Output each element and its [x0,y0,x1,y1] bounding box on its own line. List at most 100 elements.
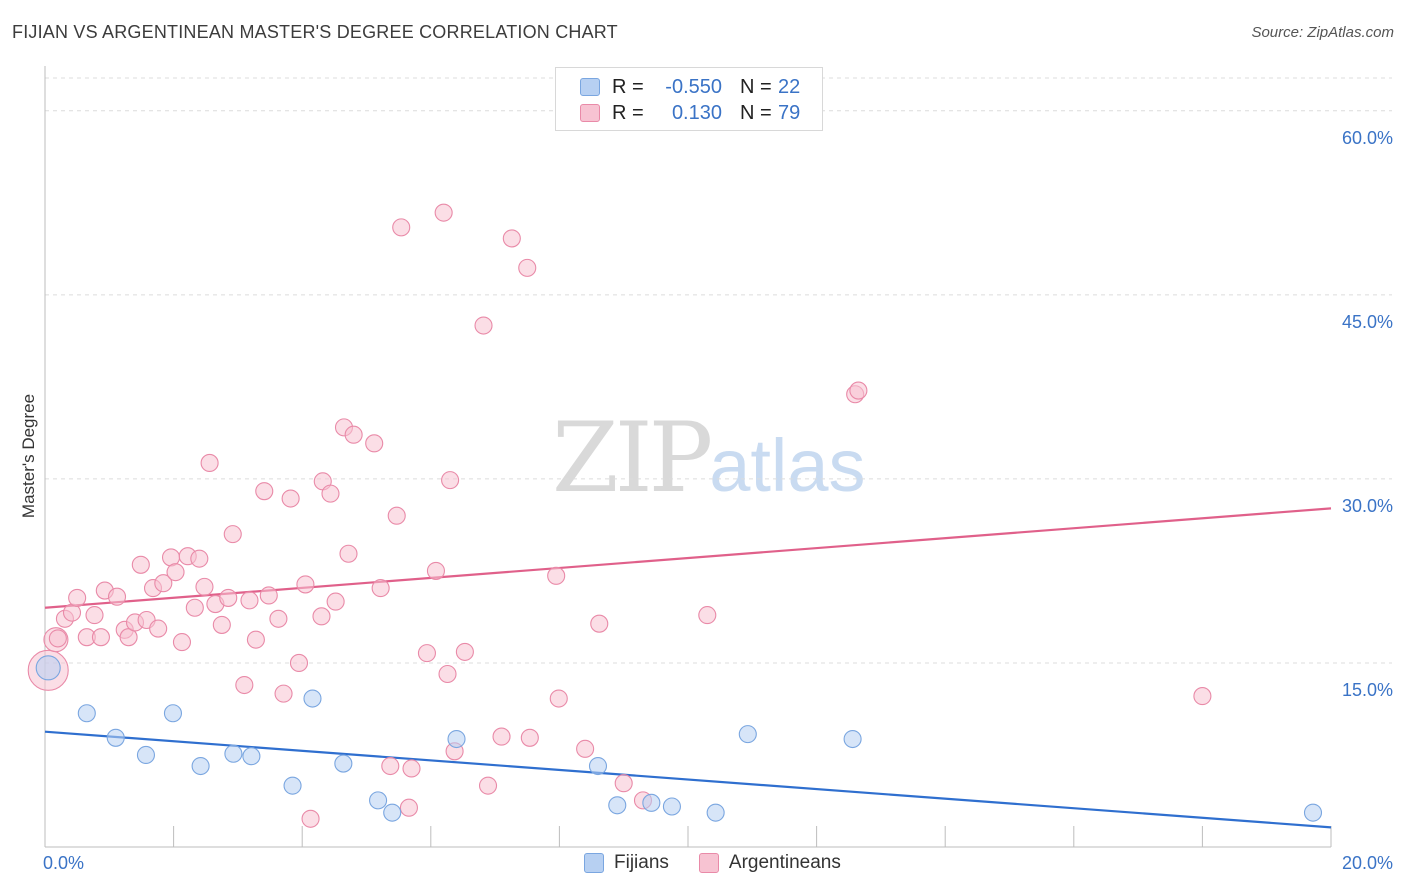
data-points [27,203,1323,828]
argentinean-point [392,218,411,237]
argentinean-point [85,606,104,625]
fijian-point [334,754,353,773]
trend-line-argentineans [44,507,1332,609]
argentinean-point [259,586,278,605]
argentinean-point [434,203,453,222]
legend-r-label: R = [612,101,644,124]
fijian-point [588,756,608,776]
argentinean-point [269,609,288,628]
grid-lines [45,77,1392,664]
argentinean-point [172,633,192,652]
argentinean-point [68,588,87,607]
fijian-point [77,704,96,723]
argentinean-point [296,575,315,594]
argentinean-point [849,381,868,400]
y-tick-label: 30.0% [1342,496,1393,516]
legend-r-label: R = [612,75,644,98]
legend-item-fijians[interactable]: Fijians [584,852,669,874]
argentinean-point [399,798,418,817]
argentinean-point [344,425,363,444]
argentinean-point [339,544,358,563]
series-legend: Fijians Argentineans [584,852,871,874]
argentinean-point [154,574,173,593]
argentinean-point [48,629,67,648]
argentinean-point [195,577,214,596]
argentinean-point [590,614,609,633]
argentinean-point [200,453,219,473]
argentinean-point [255,482,274,501]
watermark-zip: ZIP [552,402,713,514]
argentinean-point [131,555,150,574]
argentinean-point [185,598,204,617]
fijian-point [163,704,183,723]
argentinean-point [474,316,493,335]
x-tick-label: 20.0% [1342,853,1393,873]
legend-r-value: 0.130 [671,101,722,124]
argentinean-point [402,759,421,778]
argentinean-point [281,489,300,508]
argentinean-point [492,727,511,746]
chart-title: FIJIAN VS ARGENTINEAN MASTER'S DEGREE CO… [12,22,618,42]
watermark-atlas: atlas [709,424,866,507]
fijian-point [1303,803,1323,822]
legend-item-argentineans[interactable]: Argentineans [698,852,841,874]
argentinean-point [219,588,238,607]
argentinean-point [326,592,345,611]
fijian-point [662,797,681,816]
argentinean-point [212,615,231,634]
argentinean-point [149,619,168,638]
fijian-point [136,745,156,765]
legend-r-value: -0.550 [665,75,722,98]
fijian-point [642,793,661,812]
y-axis-label: Master's Degree [19,394,38,518]
legend-n-label: N = [740,75,772,98]
fijian-point [224,744,243,763]
argentinean-point [246,630,265,649]
argentinean-point [289,653,309,673]
trend-lines [44,507,1332,829]
tick-labels: 15.0% 30.0% 45.0% 60.0% 0.0% 20.0% [43,128,1393,873]
argentinean-point [91,628,110,647]
y-tick-label: 45.0% [1342,312,1393,332]
fijian-point [369,791,388,810]
fijian-legend-swatch [584,853,604,873]
x-tick-label: 0.0% [43,853,84,873]
argentinean-point [365,434,384,453]
legend-n-value: 79 [778,101,801,124]
fijian-swatch [580,78,600,96]
legend-label-fijians: Fijians [614,852,669,873]
fijian-point [191,756,210,776]
argentinean-point [321,484,340,503]
legend-n-value: 22 [778,75,801,98]
axes [44,66,1332,848]
legend-row-argentineans: R = 0.130 N = 79 [580,100,800,126]
legend-n-label: N = [740,101,772,124]
trend-line-fijians [44,730,1332,829]
argentinean-point [441,471,460,490]
argentinean-point [455,642,474,661]
argentinean-point [438,664,457,684]
argentinean-point [520,728,539,747]
legend-row-fijians: R = -0.550 N = 22 [580,74,800,100]
fijian-point [242,747,261,766]
argentinean-point [166,563,185,582]
argentinean-point [502,229,521,248]
argentinean-point [387,506,406,525]
argentinean-point [698,606,717,625]
argentinean-point [547,566,566,585]
argentinean-point [417,644,436,663]
argentinean-point [518,258,537,277]
y-tick-label: 15.0% [1342,680,1393,700]
argentinean-point [614,774,633,793]
fijian-point [35,655,61,681]
fijian-point [383,803,402,822]
argentinean-point [240,591,259,610]
correlation-legend: R = -0.550 N = 22 R = 0.130 N = 79 [555,67,823,131]
argentinean-point [235,675,254,695]
argentinean-point [478,776,498,795]
fijian-point [303,689,322,708]
fijian-point [843,729,862,749]
argentinean-swatch [580,104,600,122]
fijian-point [608,796,627,815]
argentinean-point [274,684,293,703]
